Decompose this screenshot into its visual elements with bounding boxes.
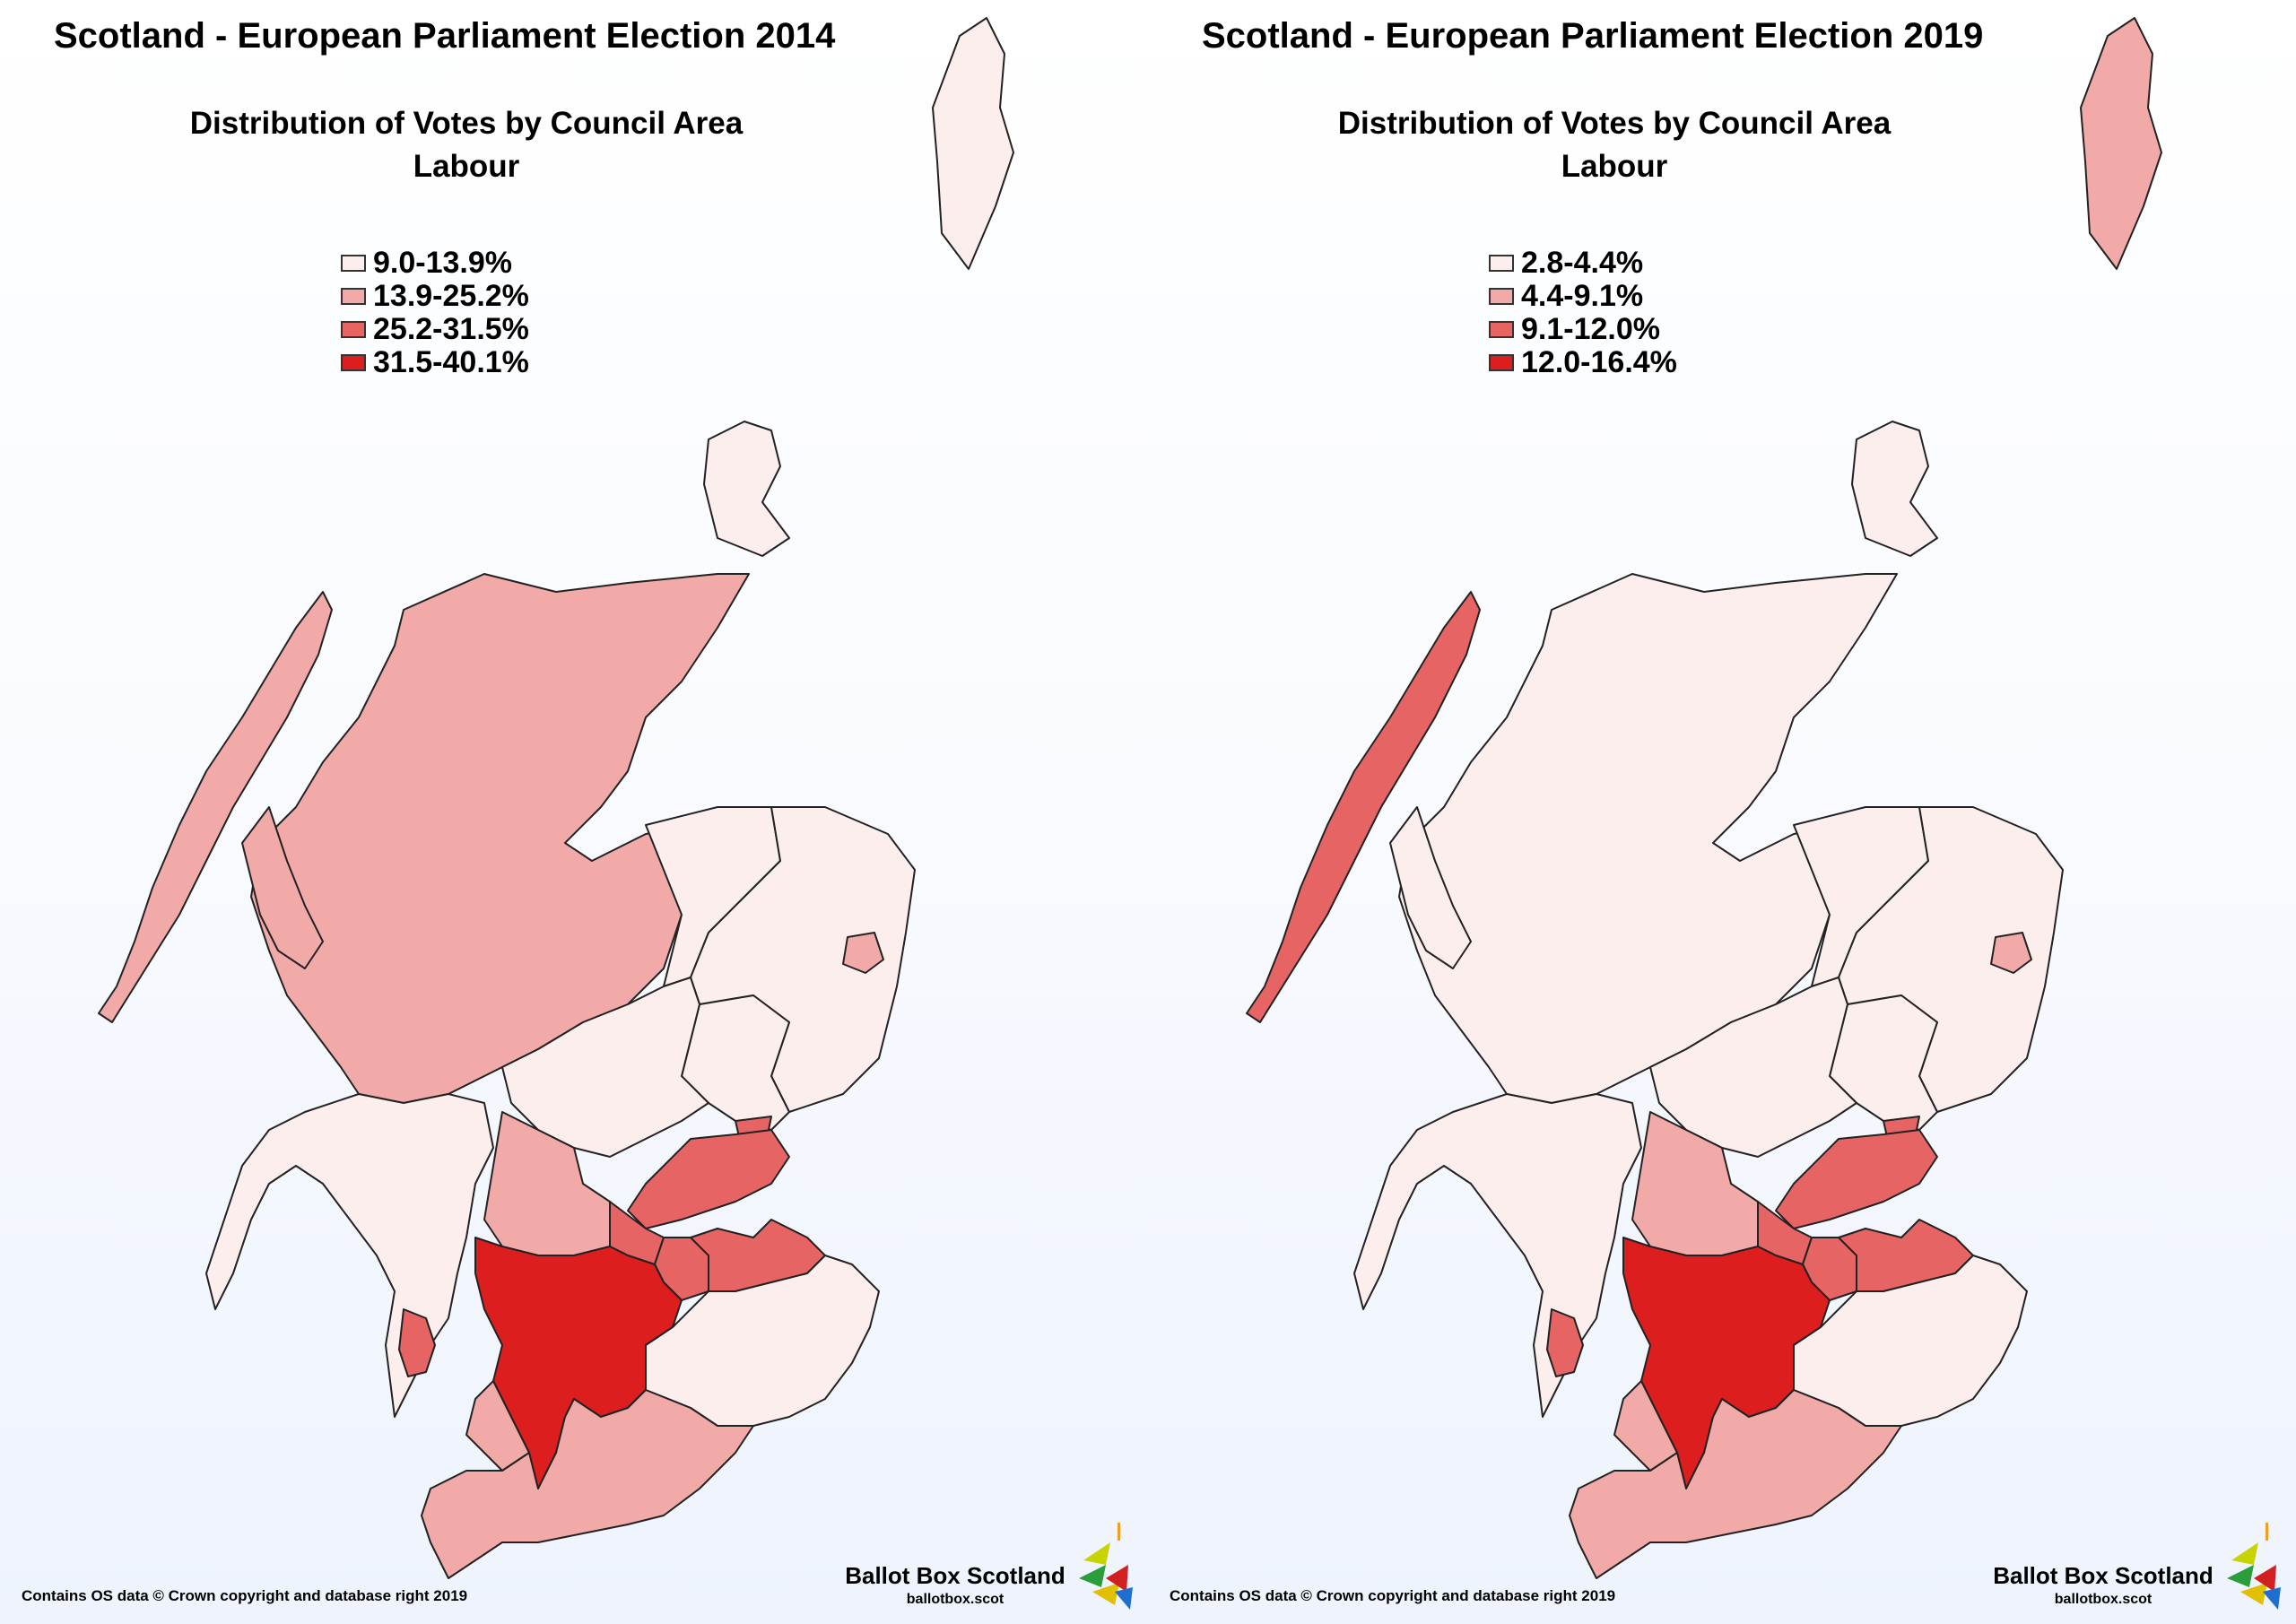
brand-name: Ballot Box Scotland xyxy=(1993,1562,2213,1589)
scotland-map-2014 xyxy=(98,17,1014,1579)
legend-item: 9.0-13.9% xyxy=(341,246,529,280)
legend-swatch xyxy=(341,321,366,338)
legend-item: 2.8-4.4% xyxy=(1489,246,1677,280)
region-skye xyxy=(1389,806,1472,969)
legend-swatch xyxy=(1489,321,1514,338)
map-subtitle: Distribution of Votes by Council Area xyxy=(1337,106,1892,141)
legend-item: 12.0-16.4% xyxy=(1489,345,1677,379)
region-shetland xyxy=(932,17,1014,270)
region-argyll-bute xyxy=(1353,1093,1642,1418)
region-aberdeen-city xyxy=(842,932,884,974)
party-label: Labour xyxy=(413,149,520,184)
region-dumfries-galloway xyxy=(1569,1389,1902,1579)
brand-url: ballotbox.scot xyxy=(906,1592,1004,1607)
region-aberdeen-city xyxy=(1990,932,2032,974)
ballot-box-scotland-logo-icon xyxy=(2227,1523,2281,1610)
region-western-isles xyxy=(98,591,333,1023)
brand-block: Ballot Box Scotland ballotbox.scot xyxy=(1991,1562,2215,1608)
brand-name: Ballot Box Scotland xyxy=(845,1562,1065,1589)
region-western-isles xyxy=(1246,591,1481,1023)
legend-label: 9.0-13.9% xyxy=(373,246,512,280)
legend-label: 2.8-4.4% xyxy=(1521,246,1644,280)
map-panel-2019: Scotland - European Parliament Election … xyxy=(1148,0,2296,1624)
legend-swatch xyxy=(1489,288,1514,305)
legend-label: 9.1-12.0% xyxy=(1521,312,1660,346)
region-orkney xyxy=(703,421,790,557)
party-label: Labour xyxy=(1561,149,1668,184)
region-shetland xyxy=(2080,17,2162,270)
legend-item: 13.9-25.2% xyxy=(341,279,529,313)
region-fife xyxy=(627,1129,790,1229)
legend-swatch xyxy=(1489,354,1514,371)
region-arran xyxy=(398,1308,436,1377)
map-title: Scotland - European Parliament Election … xyxy=(1202,16,1984,56)
legend-label: 31.5-40.1% xyxy=(373,345,529,379)
scotland-map-2019 xyxy=(1246,17,2162,1579)
legend-item: 25.2-31.5% xyxy=(341,312,529,346)
region-fife xyxy=(1775,1129,1938,1229)
brand-block: Ballot Box Scotland ballotbox.scot xyxy=(843,1562,1067,1608)
region-south-ayrshire xyxy=(1613,1380,1678,1472)
region-skye xyxy=(241,806,324,969)
legend-swatch xyxy=(341,288,366,305)
os-credit: Contains OS data © Crown copyright and d… xyxy=(22,1587,468,1604)
map-panel-2014: Scotland - European Parliament Election … xyxy=(22,16,1133,1610)
legend-swatch xyxy=(1489,255,1514,272)
legend: 2.8-4.4% 4.4-9.1% 9.1-12.0% 12.0-16.4% xyxy=(1489,246,1677,379)
legend: 9.0-13.9% 13.9-25.2% 25.2-31.5% 31.5-40.… xyxy=(341,246,529,379)
legend-label: 4.4-9.1% xyxy=(1521,279,1644,313)
legend-label: 12.0-16.4% xyxy=(1521,345,1677,379)
legend-label: 13.9-25.2% xyxy=(373,279,529,313)
region-dumfries-galloway xyxy=(421,1389,754,1579)
legend-item: 31.5-40.1% xyxy=(341,345,529,379)
map-subtitle: Distribution of Votes by Council Area xyxy=(189,106,744,141)
legend-swatch xyxy=(341,354,366,371)
legend-swatch xyxy=(341,255,366,272)
map-title: Scotland - European Parliament Election … xyxy=(54,16,836,56)
os-credit: Contains OS data © Crown copyright and d… xyxy=(1170,1587,1616,1604)
brand-url: ballotbox.scot xyxy=(2054,1592,2152,1607)
legend-item: 9.1-12.0% xyxy=(1489,312,1677,346)
ballot-box-scotland-logo-icon xyxy=(1079,1523,1133,1610)
legend-label: 25.2-31.5% xyxy=(373,312,529,346)
region-arran xyxy=(1546,1308,1584,1377)
legend-item: 4.4-9.1% xyxy=(1489,279,1677,313)
region-orkney xyxy=(1851,421,1938,557)
region-argyll-bute xyxy=(205,1093,494,1418)
region-south-ayrshire xyxy=(465,1380,530,1472)
